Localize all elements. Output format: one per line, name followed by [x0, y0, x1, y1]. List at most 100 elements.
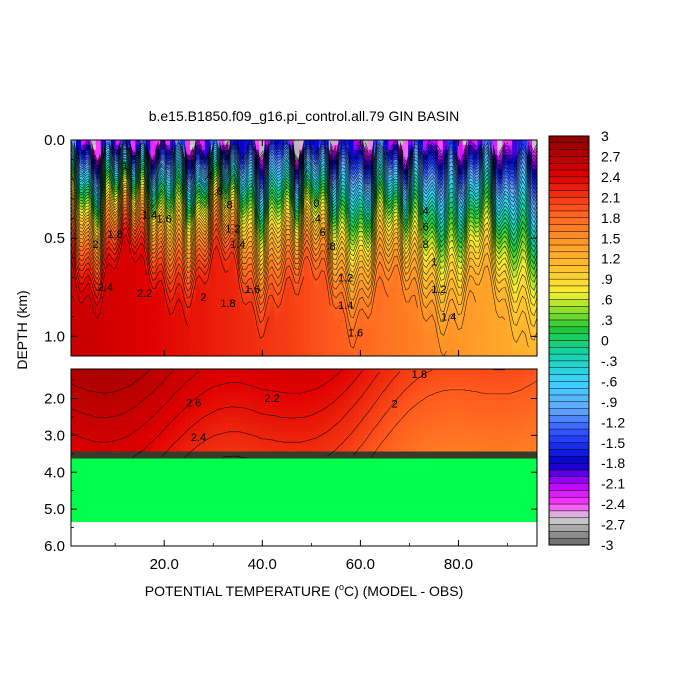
- field-cell: [100, 272, 107, 279]
- field-cell: [284, 292, 290, 298]
- field-cell: [482, 336, 489, 342]
- field-cell: [457, 257, 464, 264]
- field-cell: [105, 341, 112, 347]
- field-cell: [274, 302, 280, 308]
- field-cell: [120, 302, 127, 308]
- field-cell: [199, 272, 206, 279]
- field-cell: [492, 331, 498, 337]
- field-cell: [71, 336, 77, 342]
- field-cell: [229, 267, 236, 274]
- contour-line: [146, 145, 174, 171]
- field-cell: [110, 292, 117, 298]
- field-cell: [95, 316, 102, 323]
- field-cell: [189, 386, 196, 392]
- field-cell: [95, 341, 102, 347]
- field-cell: [427, 373, 434, 379]
- field-cell: [358, 351, 365, 356]
- field-cell: [219, 243, 226, 249]
- field-cell: [185, 238, 191, 244]
- field-cell: [239, 179, 246, 185]
- field-cell: [462, 326, 469, 333]
- field-cell: [294, 194, 300, 200]
- field-cell: [160, 292, 166, 298]
- field-cell: [284, 373, 290, 379]
- field-cell: [209, 277, 216, 283]
- field-cell: [299, 277, 305, 283]
- field-cell: [189, 194, 196, 200]
- field-cell: [452, 149, 459, 156]
- field-cell: [408, 331, 414, 337]
- contour-line: [181, 145, 212, 182]
- field-cell: [348, 302, 355, 308]
- field-cell: [244, 306, 251, 313]
- field-cell: [343, 184, 350, 190]
- field-cell: [477, 321, 484, 328]
- field-cell: [130, 149, 137, 156]
- field-cell: [239, 316, 246, 323]
- field-cell: [502, 252, 508, 259]
- contour-line: [385, 140, 482, 185]
- upper-panel: 1.41.822.4 2.2 2 1.81.61.41.61.2.8.6.41.21.…: [44, 132, 538, 357]
- field-cell: [199, 311, 206, 318]
- field-cell: [150, 238, 156, 244]
- field-cell: [467, 174, 474, 180]
- field-cell: [185, 198, 191, 205]
- field-cell: [175, 248, 181, 254]
- field-cell: [343, 252, 350, 259]
- field-cell: [284, 386, 290, 392]
- field-cell: [95, 306, 102, 313]
- field-cell: [452, 331, 459, 337]
- field-cell: [120, 248, 127, 254]
- field-cell: [497, 351, 503, 356]
- field-cell: [229, 311, 236, 318]
- field-cell: [244, 282, 251, 288]
- field-cell: [482, 272, 489, 279]
- field-cell: [160, 395, 166, 401]
- field-cell: [442, 272, 449, 279]
- field-cell: [75, 243, 82, 249]
- field-cell: [199, 198, 206, 205]
- field-cell: [522, 159, 528, 166]
- field-cell: [353, 248, 360, 254]
- contour-line: [420, 142, 482, 181]
- field-cell: [150, 140, 156, 146]
- field-cell: [447, 287, 454, 293]
- field-cell: [294, 287, 300, 293]
- field-cell: [90, 267, 97, 274]
- field-cell: [497, 174, 503, 180]
- field-cell: [452, 213, 459, 220]
- field-cell: [358, 382, 365, 388]
- field-cell: [115, 382, 122, 388]
- field-cell: [145, 377, 151, 383]
- field-cell: [204, 238, 211, 244]
- field-cell: [522, 164, 528, 171]
- field-cell: [437, 321, 444, 328]
- field-cell: [422, 154, 429, 161]
- field-cell: [328, 238, 335, 244]
- field-cell: [408, 377, 414, 383]
- field-cell: [437, 257, 444, 264]
- field-cell: [507, 238, 513, 244]
- field-cell: [71, 346, 77, 352]
- field-cell: [383, 316, 389, 323]
- field-cell: [249, 341, 256, 347]
- contour-line: [329, 141, 334, 149]
- field-cell: [482, 248, 489, 254]
- field-cell: [160, 391, 166, 397]
- field-cell: [388, 267, 394, 274]
- field-cell: [398, 391, 404, 397]
- field-cell: [140, 203, 146, 210]
- field-cell: [413, 203, 419, 210]
- field-cell: [427, 267, 434, 274]
- field-cell: [80, 140, 87, 146]
- field-cell: [353, 228, 360, 234]
- field-cell: [408, 326, 414, 333]
- field-cell: [413, 248, 419, 254]
- field-cell: [427, 243, 434, 249]
- field-cell: [155, 395, 161, 401]
- field-cell: [517, 331, 523, 337]
- field-cell: [239, 331, 246, 337]
- field-cell: [522, 311, 528, 318]
- field-cell: [274, 149, 280, 156]
- field-cell: [432, 292, 439, 298]
